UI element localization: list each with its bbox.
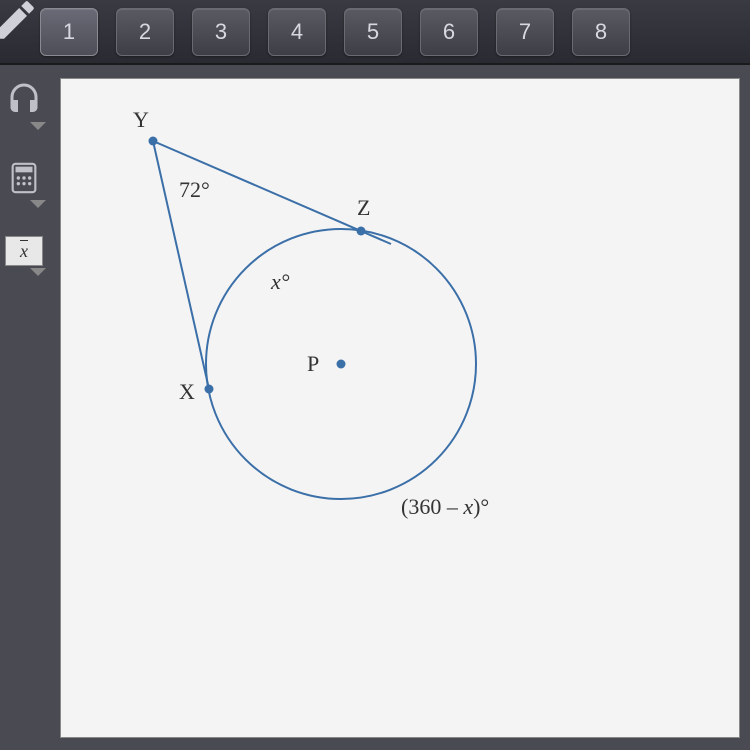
nav-tab-3[interactable]: 3	[192, 8, 250, 56]
nav-tab-5[interactable]: 5	[344, 8, 402, 56]
question-nav-bar: 1 2 3 4 5 6 7 8	[0, 0, 750, 65]
nav-tab-8[interactable]: 8	[572, 8, 630, 56]
tool-separator	[30, 268, 46, 276]
diagram-panel: Y Z X P 72° x° (360 – x)°	[60, 78, 740, 738]
nav-tab-2[interactable]: 2	[116, 8, 174, 56]
label-arc-major: (360 – x)°	[401, 494, 489, 520]
label-angle-72: 72°	[179, 177, 210, 203]
headset-icon[interactable]	[4, 80, 44, 120]
tool-separator	[30, 122, 46, 130]
label-P: P	[307, 351, 319, 377]
nav-tab-7[interactable]: 7	[496, 8, 554, 56]
pencil-tool-icon[interactable]	[0, 0, 40, 45]
calculator-icon[interactable]	[4, 158, 44, 198]
circle-tangent-diagram: Y Z X P 72° x° (360 – x)°	[61, 79, 739, 737]
formula-icon[interactable]: x	[5, 236, 43, 266]
label-arc-x: x°	[271, 269, 290, 295]
nav-tab-4[interactable]: 4	[268, 8, 326, 56]
label-X: X	[179, 379, 195, 405]
nav-tab-1[interactable]: 1	[40, 8, 98, 56]
label-Z: Z	[357, 195, 370, 221]
tool-separator	[30, 200, 46, 208]
label-Y: Y	[133, 107, 149, 133]
nav-tab-6[interactable]: 6	[420, 8, 478, 56]
left-toolbar: x	[0, 65, 48, 276]
